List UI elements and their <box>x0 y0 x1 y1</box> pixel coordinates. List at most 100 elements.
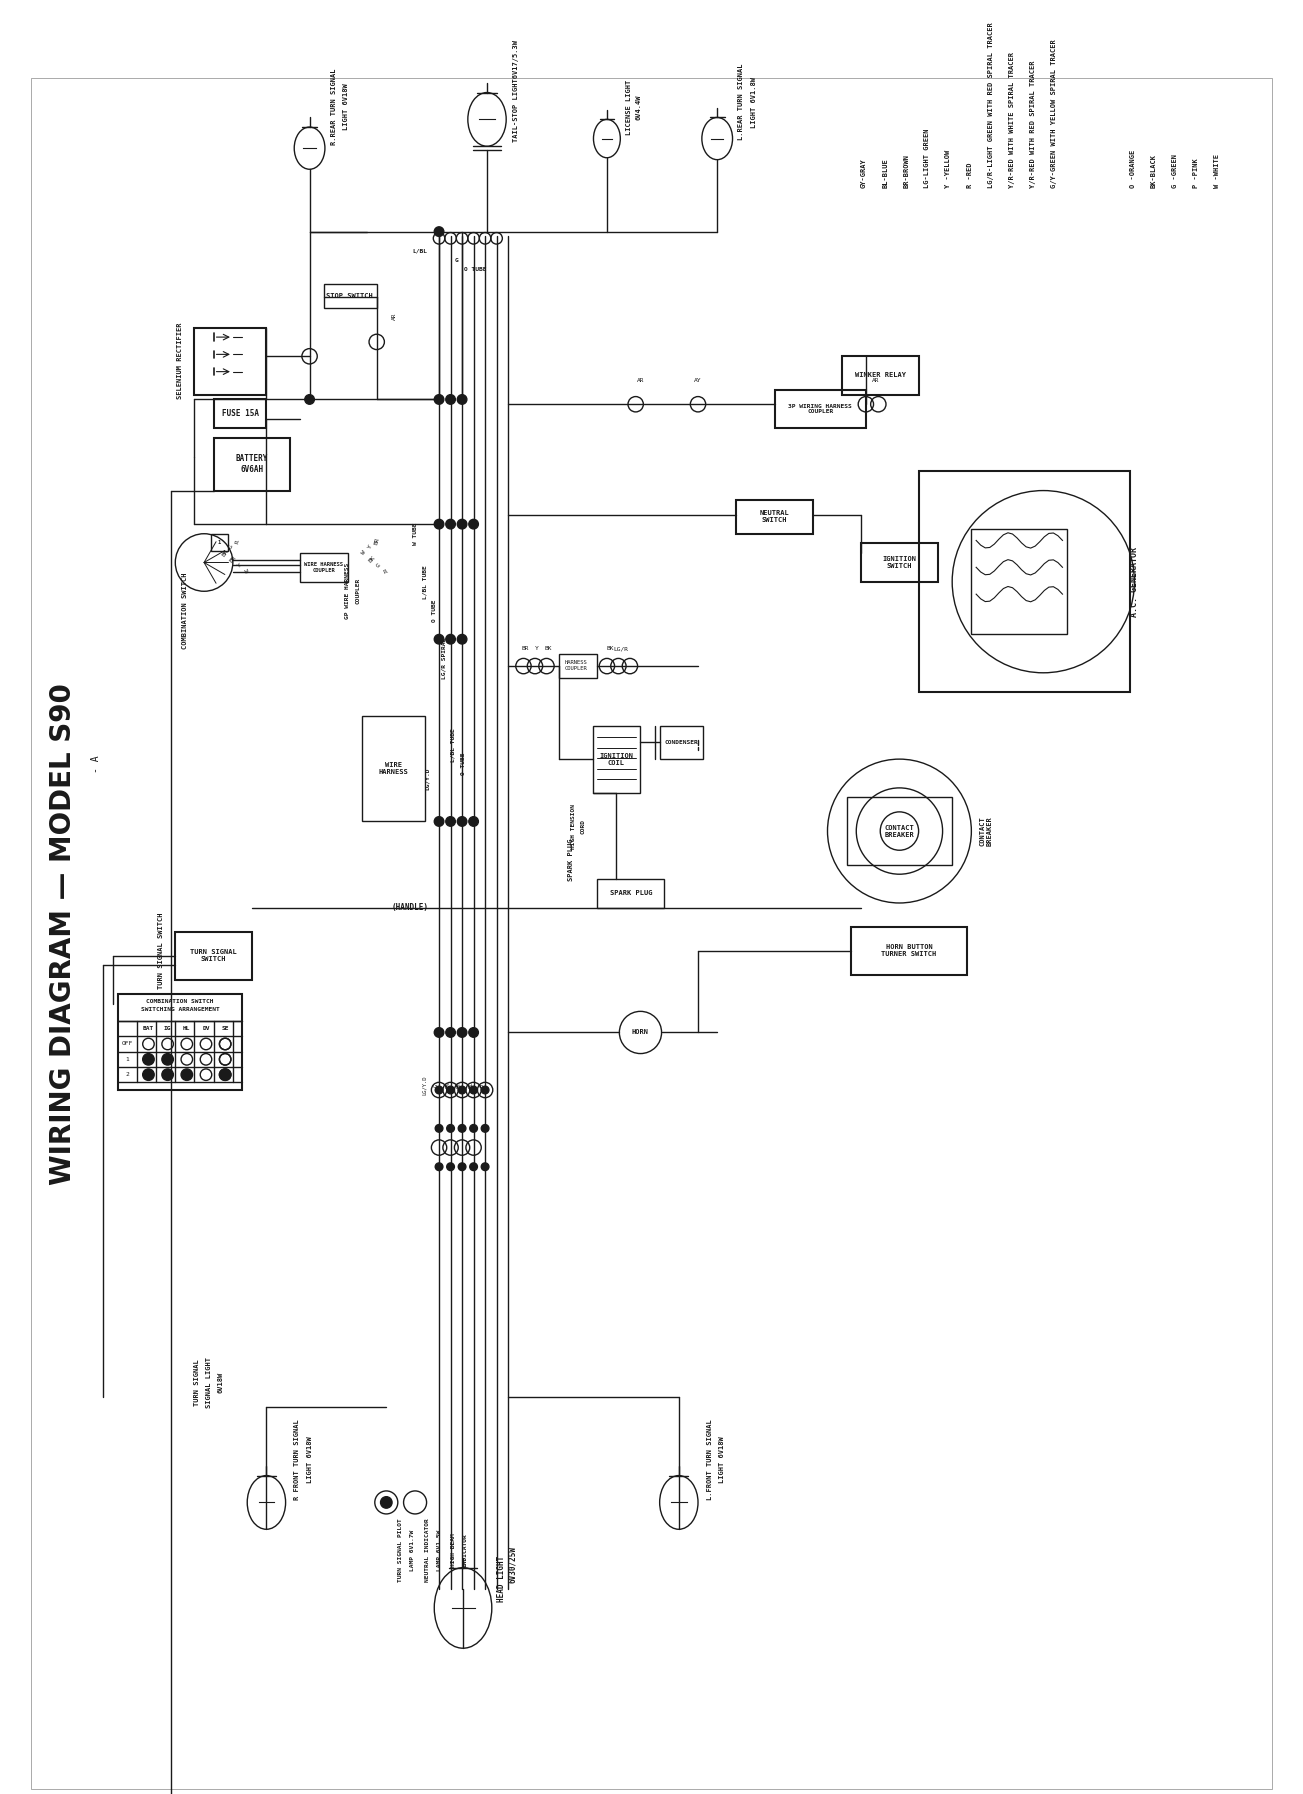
Text: O TUBE: O TUBE <box>464 267 487 273</box>
Circle shape <box>457 635 466 644</box>
Text: BL: BL <box>468 1082 473 1089</box>
Text: LIGHT 6V1.8W: LIGHT 6V1.8W <box>751 77 757 127</box>
Text: FUSE 15A: FUSE 15A <box>222 409 258 418</box>
Bar <box>211 535 228 551</box>
Text: CONTACT
BREAKER: CONTACT BREAKER <box>980 816 993 847</box>
Circle shape <box>305 395 314 404</box>
Text: SWITCHING ARRANGEMENT: SWITCHING ARRANGEMENT <box>141 1006 219 1012</box>
Text: O TUBE: O TUBE <box>460 753 465 775</box>
Text: AR: AR <box>637 379 644 382</box>
Text: G -GREEN: G -GREEN <box>1171 154 1178 188</box>
Text: 6V4.4W: 6V4.4W <box>636 93 641 120</box>
Bar <box>593 725 641 793</box>
Circle shape <box>457 816 466 827</box>
Circle shape <box>143 1069 154 1080</box>
Text: HARNESS
COUPLER: HARNESS COUPLER <box>564 660 588 671</box>
Text: COMBINATION SWITCH: COMBINATION SWITCH <box>182 572 188 649</box>
Circle shape <box>447 1163 455 1170</box>
Bar <box>861 544 938 581</box>
Text: R FRONT TURN SIGNAL: R FRONT TURN SIGNAL <box>294 1419 300 1500</box>
Text: Y/R-RED WITH WHITE SPIRAL TRACER: Y/R-RED WITH WHITE SPIRAL TRACER <box>1009 52 1015 188</box>
Text: LICENSE LIGHT: LICENSE LIGHT <box>625 79 632 135</box>
Circle shape <box>434 635 444 644</box>
Text: R: R <box>383 569 388 576</box>
Text: TURN SIGNAL SWITCH: TURN SIGNAL SWITCH <box>158 913 164 988</box>
Text: NEUTRAL INDICATOR: NEUTRAL INDICATOR <box>425 1518 430 1582</box>
Text: LG/Y.D: LG/Y.D <box>425 768 430 789</box>
Text: W -WHITE: W -WHITE <box>1214 154 1220 188</box>
Circle shape <box>470 1163 477 1170</box>
Bar <box>842 357 919 395</box>
Text: LG/R SPIRAL: LG/R SPIRAL <box>442 639 447 680</box>
Text: STOP SWITCH: STOP SWITCH <box>327 292 373 300</box>
Text: WINKER RELAY: WINKER RELAY <box>855 373 906 379</box>
Text: TAIL-STOP LIGHT6V17/5.3W: TAIL-STOP LIGHT6V17/5.3W <box>513 39 519 142</box>
Text: R.REAR TURN SIGNAL: R.REAR TURN SIGNAL <box>331 68 336 145</box>
Circle shape <box>434 226 444 237</box>
Bar <box>659 725 702 759</box>
Bar <box>117 994 242 1091</box>
Text: NEUTRAL
SWITCH: NEUTRAL SWITCH <box>760 511 790 524</box>
Bar <box>919 472 1130 692</box>
Text: BR: BR <box>521 646 529 651</box>
Text: LG-LIGHT GREEN: LG-LIGHT GREEN <box>924 129 930 188</box>
Text: L/BL: L/BL <box>412 248 427 253</box>
Text: Y: Y <box>237 562 242 569</box>
Circle shape <box>481 1085 489 1094</box>
Text: LG/Y.D: LG/Y.D <box>422 1075 427 1094</box>
Text: L/BL TUBE: L/BL TUBE <box>422 565 427 599</box>
Text: O -ORANGE: O -ORANGE <box>1130 151 1136 188</box>
Text: BK: BK <box>545 646 552 651</box>
Bar <box>736 501 813 535</box>
Text: LIGHT 6V18W: LIGHT 6V18W <box>719 1435 724 1482</box>
Text: W: W <box>245 569 250 576</box>
Text: 6V18W: 6V18W <box>218 1372 223 1394</box>
Text: BATTERY
6V6AH: BATTERY 6V6AH <box>236 454 268 474</box>
Circle shape <box>447 1085 455 1094</box>
Circle shape <box>457 395 466 404</box>
Text: A.C. GENERATOR: A.C. GENERATOR <box>1130 547 1139 617</box>
Text: HIGH TENSION: HIGH TENSION <box>571 804 576 849</box>
Circle shape <box>459 1085 466 1094</box>
Text: CONTACT
BREAKER: CONTACT BREAKER <box>885 825 915 838</box>
Circle shape <box>481 1163 489 1170</box>
Text: WIRING DIAGRAM — MODEL S90: WIRING DIAGRAM — MODEL S90 <box>50 684 77 1184</box>
Bar <box>176 931 251 980</box>
Text: GY-GRAY: GY-GRAY <box>861 158 866 188</box>
Text: BAT: BAT <box>143 1026 154 1032</box>
Text: O TUBE: O TUBE <box>431 599 437 623</box>
Text: LAMP 6V1.5W: LAMP 6V1.5W <box>437 1530 442 1572</box>
Text: 2: 2 <box>125 1073 129 1076</box>
Text: CONDENSER: CONDENSER <box>665 739 698 745</box>
Circle shape <box>469 816 478 827</box>
Text: IGNITION
SWITCH: IGNITION SWITCH <box>882 556 916 569</box>
Text: W: W <box>361 551 367 556</box>
Text: 1: 1 <box>125 1057 129 1062</box>
Bar <box>971 529 1067 635</box>
Circle shape <box>469 1028 478 1037</box>
Text: HEAD LIGHT: HEAD LIGHT <box>496 1555 506 1602</box>
Circle shape <box>446 635 455 644</box>
Text: BR-BROWN: BR-BROWN <box>903 154 909 188</box>
Text: TURN SIGNAL: TURN SIGNAL <box>194 1360 201 1406</box>
Text: SIGNAL LIGHT: SIGNAL LIGHT <box>206 1356 212 1408</box>
Circle shape <box>446 518 455 529</box>
Circle shape <box>470 1125 477 1132</box>
Text: LAMP 6V1.7W: LAMP 6V1.7W <box>409 1530 414 1572</box>
Circle shape <box>446 1028 455 1037</box>
Circle shape <box>481 1125 489 1132</box>
Bar <box>194 328 266 395</box>
Text: O: O <box>480 1084 485 1087</box>
Text: G: G <box>434 1084 439 1087</box>
Text: BK: BK <box>606 646 614 651</box>
Text: INDICATOR: INDICATOR <box>463 1534 468 1568</box>
Circle shape <box>219 1069 231 1080</box>
Text: BK-BLACK: BK-BLACK <box>1151 154 1157 188</box>
Circle shape <box>434 518 444 529</box>
Circle shape <box>470 1085 477 1094</box>
Bar <box>847 798 952 865</box>
Text: IGNITION
COIL: IGNITION COIL <box>599 753 633 766</box>
Text: LIGHT 6V18W: LIGHT 6V18W <box>343 84 349 131</box>
Text: IG: IG <box>164 1026 172 1032</box>
Text: BK: BK <box>367 554 377 563</box>
